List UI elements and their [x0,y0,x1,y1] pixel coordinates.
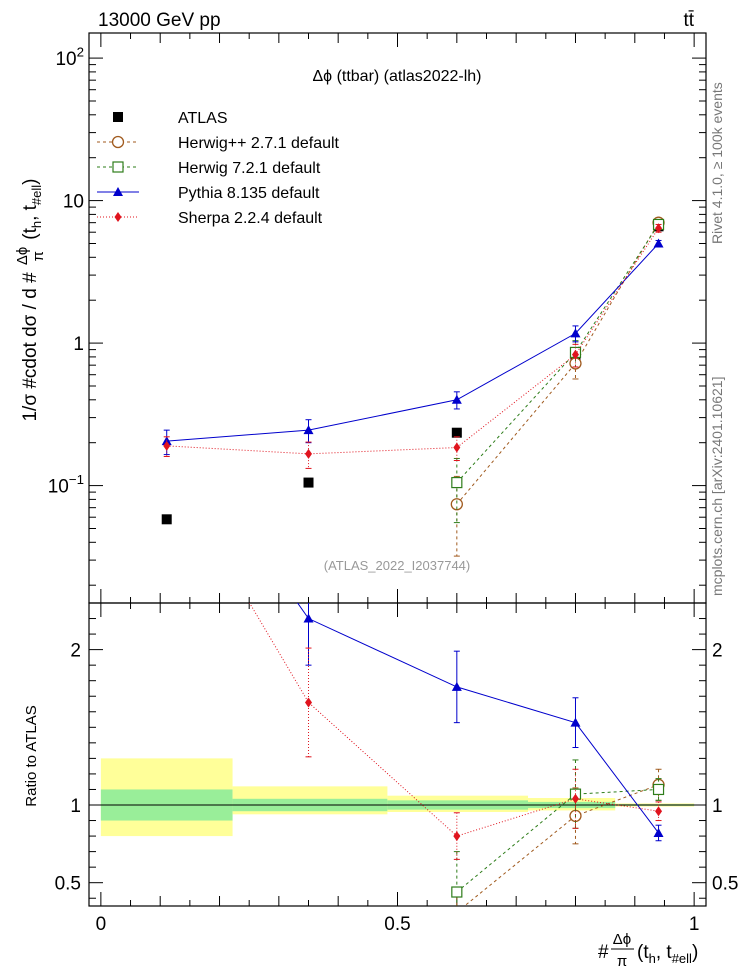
main-y-tick-label: 1 [73,334,84,355]
svg-text:(th, t#ell): (th, t#ell) [637,942,698,966]
main-y-tick-label: 10 [63,192,84,213]
main-data-point [571,349,579,360]
main-series-line [456,224,659,483]
main-y-axis-label: 1/σ #cdot dσ / d # Δϕ π (th, t#ell) [11,178,48,421]
main-data-point [163,440,171,451]
ratio-panel-frame [88,602,707,907]
ratio-series-line [249,603,659,837]
main-data-point [305,448,313,459]
svg-text:π: π [617,953,627,970]
legend-label: ATLAS [178,110,228,127]
main-data-point [653,238,664,248]
legend-label: Herwig 7.2.1 default [178,160,321,177]
main-series-line [166,243,659,442]
ratio-data-point [653,827,664,837]
main-series-line [166,227,659,455]
main-data-point [451,427,462,438]
rivet-label: Rivet 4.1.0, ≥ 100k events [709,82,725,244]
legend-marker [113,187,123,196]
ratio-data-point [453,831,461,842]
ratio-y-tick-label: 2 [70,641,81,662]
ratio-data-point [655,806,663,817]
main-data-point [451,476,463,489]
main-data-point [655,223,663,234]
legend-marker [114,212,122,222]
ratio-data-point [652,783,665,796]
chart-title: Δϕ (ttbar) (atlas2022-lh) [312,68,481,85]
x-axis-label: # Δϕ π (th, t#ell) [598,931,698,970]
x-tick-label: 1 [689,914,700,935]
main-data-point [450,498,463,511]
legend-item-herwig-2-7-1-default: Herwig++ 2.7.1 default [97,135,340,152]
ratio-series-pythia-8-135-default [162,412,664,842]
ratio-series-sherpa-2-2-4-default [163,458,663,860]
svg-text:#: # [598,942,609,963]
main-data-point [303,425,314,435]
legend-item-herwig-7-2-1-default: Herwig 7.2.1 default [97,160,321,177]
legend-marker [111,135,125,149]
legend-item-atlas: ATLAS [113,110,228,127]
main-series-atlas [161,221,664,525]
ratio-y-tick-label: 0.5 [55,874,81,895]
main-data-point [451,394,462,404]
legend-label: Pythia 8.135 default [178,185,320,202]
main-series-group [161,216,665,557]
legend-item-sherpa-2-2-4-default: Sherpa 2.2.4 default [97,210,323,227]
ratio-data-point [451,907,462,918]
ratio-series-herwig-2-7-1-default [451,768,665,918]
legend-item-pythia-8-135-default: Pythia 8.135 default [97,185,320,202]
main-axis-ticks: 10−1 1 10 102 [48,33,706,603]
ratio-series-group [162,412,665,918]
main-data-point [161,514,172,525]
ratio-y-tick-label: 1 [70,796,81,817]
legend-marker [113,112,123,122]
energy-label: 13000 GeV pp [98,10,221,31]
ratio-data-point [162,412,172,421]
ratio-series-line [296,603,659,834]
main-series-line [456,222,659,505]
main-data-point [570,328,581,338]
ratio-data-point [303,613,314,623]
main-series-herwig-7-2-1-default [451,218,665,524]
legend-label: Herwig++ 2.7.1 default [178,135,340,152]
ratio-data-point [451,886,463,898]
ratio-uncertainty-bands [100,758,695,837]
svg-text:1/σ #cdot dσ / d # Δϕ: 1/σ #cdot dσ / d # Δϕ π (th, t#ell) [11,178,48,421]
main-series-sherpa-2-2-4-default [163,223,663,469]
main-y-tick-label: 10−1 [48,472,84,498]
main-series-pythia-8-135-default [161,238,664,456]
ratio-y-axis-label: Ratio to ATLAS [23,705,40,806]
legend-marker [112,161,124,173]
ratio-data-point [571,793,579,804]
source-label: mcplots.cern.ch [arXiv:2401.10621] [709,377,725,596]
process-label: tt̄ [683,10,694,31]
legend: ATLAS Herwig++ 2.7.1 default Herwig 7.2.1 … [97,110,340,227]
ratio-y-tick-label-right: 0.5 [712,874,738,895]
ratio-y-tick-label-right: 2 [712,641,723,662]
ratio-axis-ticks: 0.5 0.5 1 1 2 2 0 0.5 1 [55,603,738,935]
svg-text:Δϕ: Δϕ [613,931,631,948]
main-data-point [303,477,314,488]
x-tick-label: 0 [96,914,107,935]
ratio-data-point [570,717,581,727]
main-series-herwig-2-7-1-default [450,216,665,557]
ratio-data-point [305,697,313,708]
ratio-data-point [163,458,170,468]
x-tick-label: 0.5 [384,914,410,935]
ratio-data-point [451,681,462,691]
legend-label: Sherpa 2.2.4 default [178,210,323,227]
watermark-label: (ATLAS_2022_I2037744) [324,558,470,573]
ratio-y-tick-label-right: 1 [712,796,723,817]
main-y-tick-label: 102 [55,45,84,71]
main-data-point [453,442,461,453]
